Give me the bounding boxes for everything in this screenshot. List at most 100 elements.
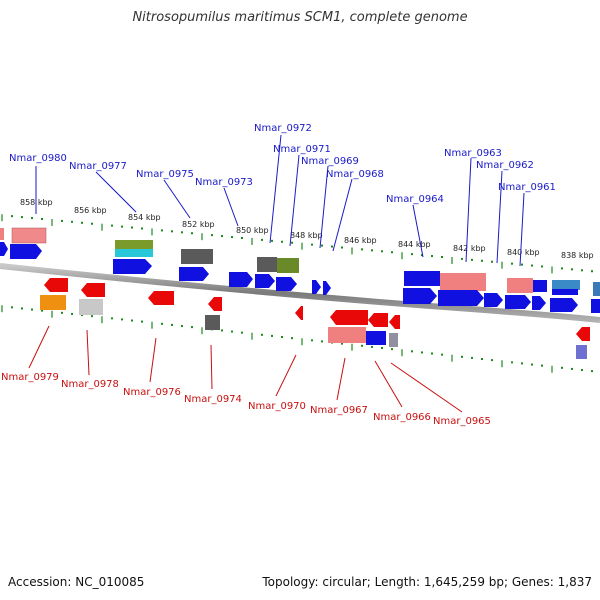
gene-feature[interactable]: [115, 249, 153, 257]
scale-ticks-forward: [1, 214, 593, 274]
gene-arrow[interactable]: [438, 290, 484, 306]
callout-line: [223, 187, 239, 227]
gene-label-nmar-0969[interactable]: Nmar_0969: [301, 156, 359, 167]
gene-feature[interactable]: [0, 228, 4, 240]
callout-line: [95, 171, 137, 213]
gene-label-nmar-0972[interactable]: Nmar_0972: [254, 123, 312, 134]
callout-line: [519, 192, 525, 267]
gene-arrow[interactable]: [323, 281, 331, 295]
gene-feature[interactable]: [181, 249, 213, 264]
reverse-gene-features: [40, 278, 590, 359]
callout-line: [319, 165, 329, 249]
gene-feature[interactable]: [533, 280, 547, 292]
scale-label-852: 852 kbp: [182, 220, 215, 229]
gene-label-nmar-0974[interactable]: Nmar_0974: [184, 394, 242, 405]
gene-arrow[interactable]: [179, 267, 209, 281]
forward-gene-features: [0, 227, 600, 313]
gene-feature[interactable]: [366, 331, 386, 345]
gene-arrow[interactable]: [276, 277, 297, 291]
callout-line: [149, 337, 157, 383]
gene-arrow[interactable]: [255, 274, 275, 288]
callout-line: [496, 170, 503, 264]
gene-label-nmar-0962[interactable]: Nmar_0962: [476, 160, 534, 171]
gene-arrow[interactable]: [484, 293, 503, 307]
gene-feature[interactable]: [40, 295, 66, 310]
callout-line: [374, 360, 403, 408]
scale-label-856: 856 kbp: [74, 206, 107, 215]
scale-label-842: 842 kbp: [453, 244, 486, 253]
gene-feature[interactable]: [277, 258, 299, 273]
gene-label-nmar-0970[interactable]: Nmar_0970: [248, 401, 306, 412]
scale-label-848: 848 kbp: [290, 231, 323, 240]
gene-feature[interactable]: [404, 271, 440, 286]
gene-label-nmar-0979[interactable]: Nmar_0979: [1, 372, 59, 383]
gene-arrow[interactable]: [550, 298, 578, 312]
gene-label-nmar-0967[interactable]: Nmar_0967: [310, 405, 368, 416]
forward-gene-labels: Nmar_0980 Nmar_0977 Nmar_0975 Nmar_0973 …: [9, 123, 556, 267]
gene-label-nmar-0963[interactable]: Nmar_0963: [444, 148, 502, 159]
map-title: Nitrosopumilus maritimus SCM1, complete …: [132, 10, 468, 25]
gene-label-nmar-0965[interactable]: Nmar_0965: [433, 416, 491, 427]
gene-label-nmar-0976[interactable]: Nmar_0976: [123, 387, 181, 398]
gene-arrow[interactable]: [312, 280, 321, 294]
scale-label-846: 846 kbp: [344, 236, 377, 245]
gene-arrow[interactable]: [591, 299, 600, 313]
gene-feature[interactable]: [552, 289, 578, 295]
gene-label-nmar-0978[interactable]: Nmar_0978: [61, 379, 119, 390]
scale-label-854: 854 kbp: [128, 213, 161, 222]
gene-label-nmar-0961[interactable]: Nmar_0961: [498, 182, 556, 193]
scale-label-838: 838 kbp: [561, 251, 594, 260]
scale-labels: 858 kbp 856 kbp 854 kbp 852 kbp 850 kbp …: [20, 198, 594, 260]
gene-arrow[interactable]: [576, 327, 590, 341]
gene-feature[interactable]: [389, 333, 398, 347]
gene-feature[interactable]: [593, 282, 600, 296]
callout-line: [390, 362, 463, 413]
accession-label: Accession: NC_010085: [8, 575, 145, 589]
gene-label-nmar-0980[interactable]: Nmar_0980: [9, 153, 67, 164]
gene-feature[interactable]: [328, 327, 366, 343]
callout-line: [210, 344, 213, 390]
gene-feature[interactable]: [576, 345, 587, 359]
gene-feature[interactable]: [552, 280, 580, 290]
callout-line: [332, 178, 353, 252]
gene-arrow[interactable]: [505, 295, 531, 309]
gene-label-nmar-0975[interactable]: Nmar_0975: [136, 169, 194, 180]
gene-arrow[interactable]: [295, 306, 303, 320]
callout-line: [289, 154, 300, 247]
gene-label-nmar-0971[interactable]: Nmar_0971: [273, 144, 331, 155]
gene-feature[interactable]: [79, 299, 103, 315]
gene-label-nmar-0973[interactable]: Nmar_0973: [195, 177, 253, 188]
gene-arrow[interactable]: [330, 310, 368, 325]
gene-arrow[interactable]: [208, 297, 222, 311]
callout-line: [412, 204, 424, 258]
gene-label-nmar-0968[interactable]: Nmar_0968: [326, 169, 384, 180]
gene-arrow[interactable]: [81, 283, 105, 297]
scale-label-840: 840 kbp: [507, 248, 540, 257]
gene-arrow[interactable]: [0, 242, 8, 256]
callout-line: [163, 179, 191, 219]
callout-line: [28, 325, 50, 369]
gene-arrow[interactable]: [229, 272, 253, 287]
gene-feature[interactable]: [205, 315, 220, 330]
gene-arrow[interactable]: [44, 278, 68, 292]
gene-arrow[interactable]: [148, 291, 174, 305]
gene-arrow[interactable]: [368, 313, 388, 327]
gene-arrow[interactable]: [403, 288, 437, 304]
gene-arrow[interactable]: [389, 315, 400, 329]
callout-line: [275, 354, 297, 397]
gene-label-nmar-0977[interactable]: Nmar_0977: [69, 161, 127, 172]
gene-feature[interactable]: [507, 278, 533, 293]
gene-arrow[interactable]: [10, 244, 42, 259]
gene-arrow[interactable]: [532, 296, 546, 310]
gene-feature[interactable]: [11, 227, 47, 244]
gene-feature[interactable]: [440, 273, 486, 291]
gene-label-nmar-0966[interactable]: Nmar_0966: [373, 412, 431, 423]
topology-label: Topology: circular; Length: 1,645,259 bp…: [262, 575, 592, 589]
gene-feature[interactable]: [115, 240, 153, 250]
gene-arrow[interactable]: [113, 259, 152, 274]
gene-feature[interactable]: [257, 257, 277, 272]
gene-label-nmar-0964[interactable]: Nmar_0964: [386, 194, 444, 205]
callout-line: [269, 134, 282, 244]
